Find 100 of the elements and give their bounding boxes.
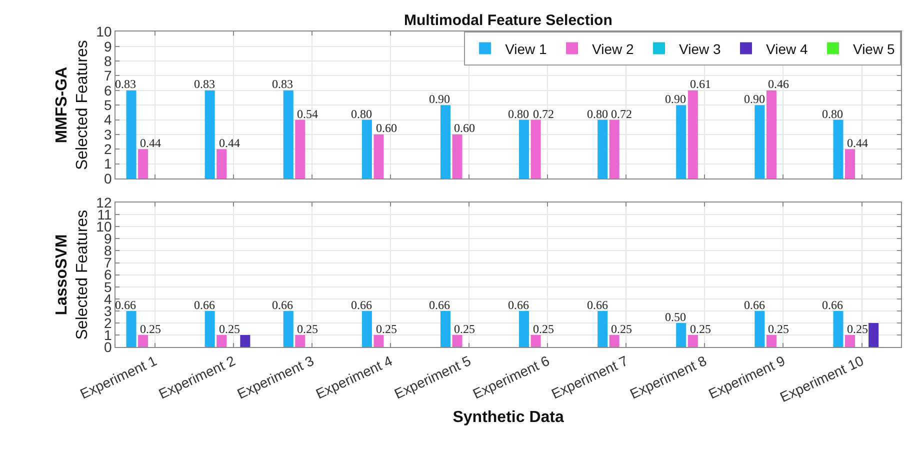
bar <box>216 335 227 348</box>
bar <box>283 90 294 178</box>
annotation: 0.66 <box>744 298 765 312</box>
annotation: 0.83 <box>272 77 293 91</box>
annotation: 0.25 <box>219 322 240 336</box>
annotation: 0.25 <box>454 322 475 336</box>
annotation: 0.25 <box>297 322 318 336</box>
annotation: 0.80 <box>351 107 372 121</box>
bar <box>530 335 541 348</box>
bar <box>754 105 765 178</box>
annotation: 0.25 <box>533 322 554 336</box>
annotation: 0.66 <box>115 298 136 312</box>
annotation: 0.83 <box>194 77 215 91</box>
annotation: 0.90 <box>429 92 450 106</box>
bar <box>240 335 250 348</box>
bar <box>452 134 462 178</box>
chart-title: Multimodal Feature Selection <box>404 12 612 29</box>
bar <box>452 335 462 348</box>
bar <box>609 120 620 178</box>
bar <box>598 310 608 348</box>
bar <box>440 310 450 348</box>
bar <box>519 120 530 178</box>
annotation: 0.66 <box>194 298 215 312</box>
y-tick-label: 0 <box>104 170 112 186</box>
bar <box>126 90 136 178</box>
annotation: 0.25 <box>611 322 632 336</box>
annotation: 0.83 <box>115 77 136 91</box>
annotation: 0.54 <box>297 107 318 121</box>
annotation: 0.25 <box>847 322 868 336</box>
annotation: 0.46 <box>768 77 789 91</box>
y-tick-label: 9 <box>104 38 112 54</box>
annotation: 0.90 <box>744 92 765 106</box>
bar <box>845 149 856 178</box>
y-axis-title: MMFS-GA Selected Features <box>53 40 92 170</box>
annotation: 0.66 <box>272 298 293 312</box>
y-tick-label: 6 <box>104 82 112 98</box>
x-axis-title: Synthetic Data <box>452 408 564 426</box>
bar <box>204 310 215 348</box>
bar <box>688 90 698 178</box>
annotation: 0.66 <box>508 298 529 312</box>
legend-label: View 5 <box>852 40 895 57</box>
annotation: 0.72 <box>533 107 554 121</box>
annotation: 0.80 <box>508 107 529 121</box>
bar <box>519 310 530 348</box>
y-tick-label: 3 <box>104 126 112 142</box>
bar <box>126 310 136 348</box>
y-axis-title: LassoSVM Selected Features <box>53 210 92 340</box>
bar <box>766 90 776 178</box>
y-tick-label: 1 <box>104 156 112 172</box>
bar <box>688 335 698 348</box>
bar <box>283 310 294 348</box>
annotation: 0.44 <box>847 136 868 150</box>
annotation: 0.25 <box>690 322 711 336</box>
bar <box>295 120 306 178</box>
bar <box>833 310 844 348</box>
annotation: 0.25 <box>768 322 789 336</box>
annotation: 0.25 <box>140 322 161 336</box>
annotation: 0.66 <box>429 298 450 312</box>
bar <box>374 134 384 178</box>
bar <box>216 149 227 178</box>
bar <box>138 149 148 178</box>
y-tick-label: 5 <box>104 96 112 113</box>
bar <box>598 120 608 178</box>
bar <box>295 335 306 348</box>
annotation: 0.44 <box>140 136 161 150</box>
annotation: 0.66 <box>587 298 608 312</box>
bar <box>845 335 856 348</box>
bar <box>374 335 384 348</box>
annotation: 0.66 <box>822 298 843 312</box>
y-tick-label: 8 <box>104 52 112 69</box>
annotation: 0.72 <box>611 107 632 121</box>
bar <box>530 120 541 178</box>
annotation: 0.90 <box>665 92 686 106</box>
y-tick-label: 4 <box>104 112 112 128</box>
bar <box>676 105 686 178</box>
annotation: 0.60 <box>454 121 475 135</box>
legend-label: View 3 <box>679 40 722 57</box>
bar <box>362 120 372 178</box>
bar <box>609 335 620 348</box>
legend-label: View 4 <box>766 40 808 57</box>
bar <box>362 310 372 348</box>
annotation: 0.50 <box>665 310 686 324</box>
annotation: 0.61 <box>690 77 711 91</box>
y-tick-label: 7 <box>104 68 112 84</box>
annotation: 0.80 <box>822 107 843 121</box>
y-tick-label: 2 <box>104 140 112 157</box>
annotation: 0.25 <box>376 322 397 336</box>
bar <box>868 322 879 348</box>
bar <box>440 105 450 178</box>
annotation: 0.66 <box>351 298 372 312</box>
bar <box>754 310 765 348</box>
bar <box>833 120 844 178</box>
bar <box>766 335 776 348</box>
bar <box>676 322 686 348</box>
annotation: 0.44 <box>219 136 240 150</box>
legend-label: View 2 <box>592 40 634 57</box>
bar <box>138 335 148 348</box>
legend-label: View 1 <box>505 40 548 57</box>
bar <box>204 90 215 178</box>
annotation: 0.80 <box>587 107 608 121</box>
